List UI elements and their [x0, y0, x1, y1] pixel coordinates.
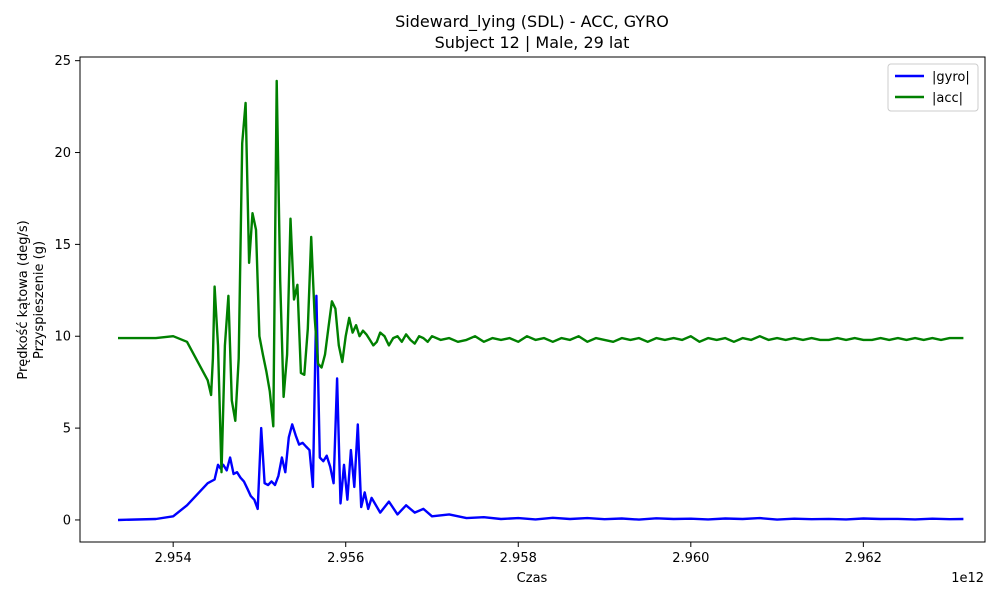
legend-gyro-label: |gyro|: [932, 70, 970, 85]
x-tick-label: 2.956: [327, 551, 364, 566]
x-tick-label: 2.958: [500, 551, 537, 566]
chart-title: Sideward_lying (SDL) - ACC, GYRO: [395, 12, 669, 32]
plot-frame: [79, 56, 986, 543]
legend-acc-label: |acc|: [932, 91, 963, 106]
y-axis: 0 5 10 15 20 25: [54, 54, 80, 528]
y-tick-label: 15: [54, 238, 71, 253]
y-tick-label: 5: [63, 422, 71, 437]
chart-subtitle: Subject 12 | Male, 29 lat: [435, 33, 630, 52]
series-line-gyro: [117, 294, 964, 522]
y-tick-label: 10: [54, 330, 71, 345]
x-axis-offset-label: 1e12: [951, 571, 984, 586]
x-tick-label: 2.960: [672, 551, 709, 566]
series-layer: [117, 79, 964, 522]
y-axis-label-line1: Prędkość kątowa (deg/s): [16, 220, 31, 379]
series-line-acc: [118, 79, 964, 474]
x-axis-label: Czas: [517, 571, 548, 586]
y-tick-label: 20: [54, 146, 71, 161]
legend: |gyro| |acc|: [887, 63, 979, 112]
x-tick-label: 2.954: [155, 551, 192, 566]
y-tick-label: 25: [54, 54, 71, 69]
y-tick-label: 0: [63, 513, 71, 528]
x-tick-label: 2.962: [845, 551, 882, 566]
x-axis: 2.954 2.956 2.958 2.960 2.962: [155, 542, 882, 566]
y-axis-label-line2: Przyspieszenie (g): [32, 241, 47, 359]
